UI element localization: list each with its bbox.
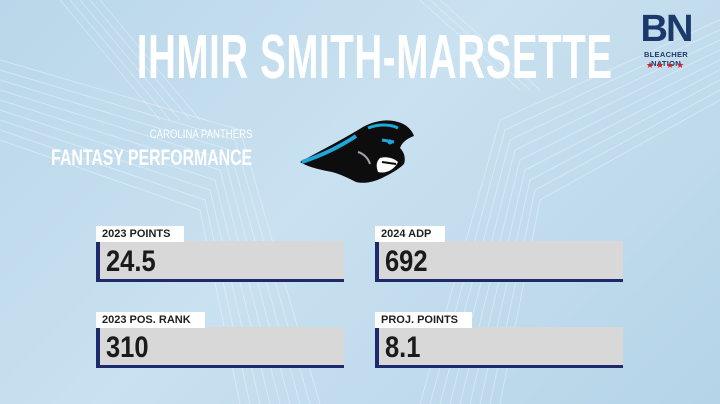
stat-label: 2023 POINTS <box>96 226 185 242</box>
stat-label: PROJ. POINTS <box>375 312 473 328</box>
stat-value: 8.1 <box>385 331 421 364</box>
stat-2024-adp: 2024 ADP 692 <box>375 226 623 284</box>
stat-bar <box>96 327 344 368</box>
brand-letters: BN <box>640 8 694 50</box>
brand-stars: ★★★★ <box>645 60 687 70</box>
stat-bar <box>375 327 623 368</box>
bleacher-nation-logo: BN BLEACHER NATION ★★★★ <box>628 8 704 72</box>
panther-head-icon <box>300 120 414 183</box>
stat-label: 2024 ADP <box>375 226 446 242</box>
stat-proj-points: PROJ. POINTS 8.1 <box>375 312 623 370</box>
stat-value: 692 <box>385 245 428 278</box>
stat-value: 24.5 <box>106 245 156 278</box>
stat-bar <box>375 241 623 282</box>
stat-2023-pos-rank: 2023 POS. RANK 310 <box>96 312 344 370</box>
stat-value: 310 <box>106 331 149 364</box>
brand-name: BLEACHER NATION <box>643 50 689 68</box>
team-name: CAROLINA PANTHERS <box>149 127 252 141</box>
section-title: FANTASY PERFORMANCE <box>51 145 252 170</box>
player-name: IHMIR SMITH-MARSETTE <box>136 23 613 92</box>
stat-2023-points: 2023 POINTS 24.5 <box>96 226 344 284</box>
stat-label: 2023 POS. RANK <box>96 312 205 328</box>
stat-bar <box>96 241 344 282</box>
